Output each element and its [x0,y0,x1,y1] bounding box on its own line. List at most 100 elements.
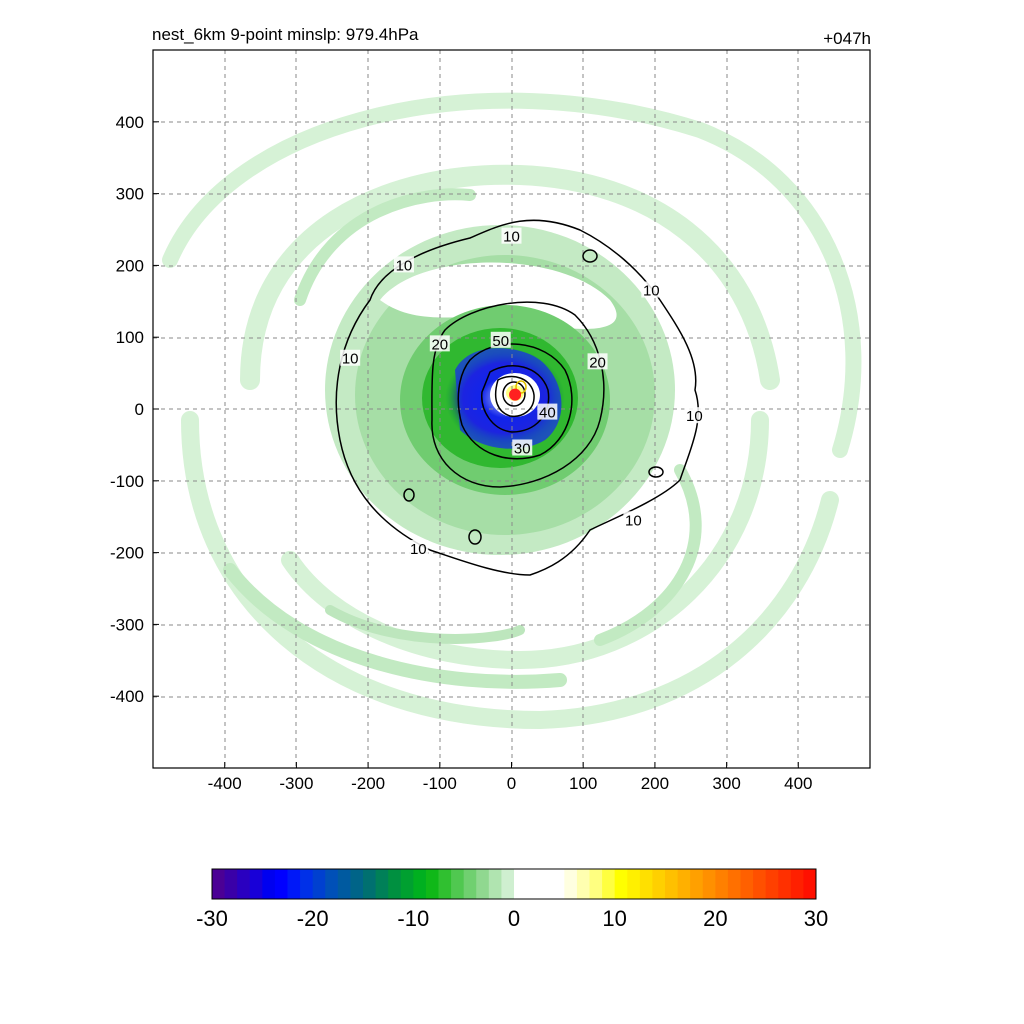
colorbar-cell [602,869,616,899]
band-south-inner [325,605,525,644]
contour-lines [335,219,699,576]
colorbar-cell [564,869,578,899]
x-tick-label: -300 [279,774,313,793]
colorbar-tick-label: -10 [397,906,429,931]
y-tick-label: 200 [116,256,144,275]
contour-label: 20 [431,336,448,353]
colorbar-cell [274,869,288,899]
colorbar-cell [262,869,276,899]
colorbar-cell [337,869,351,899]
colorbar-tick-label: -30 [196,906,228,931]
x-axis: -400 -300 -200 -100 0 100 200 300 400 [208,762,812,793]
y-tick-label: 300 [116,185,144,204]
colorbar-cell [526,869,540,899]
colorbar-cell [589,869,603,899]
x-tick-label: -400 [208,774,242,793]
x-tick-label: 400 [784,774,812,793]
contour-label-bg [501,227,522,244]
colorbar-cell [702,869,716,899]
contour-label: 20 [589,354,606,371]
outer-band-southwest [223,563,567,689]
contour-label-bg [429,335,450,352]
colorbar-cell [539,869,553,899]
outer-band-south [181,411,839,730]
colorbar-cell [438,869,452,899]
colorbar-cell [463,869,477,899]
colorbar-cell [350,869,364,899]
contour-label-bg [623,511,644,528]
contour-label-bg [340,349,361,366]
colorbar-cell [476,869,490,899]
y-axis: 400 300 200 100 0 -100 -200 -300 -400 [110,113,159,706]
contour-label-bg [684,407,705,424]
colorbar-cell [740,869,754,899]
colorbar-frame [211,868,817,900]
colorbar-cell [237,869,251,899]
colorbar-tick-label: 20 [703,906,727,931]
contour-label-bg [641,281,662,298]
x-tick-label: 300 [712,774,740,793]
outer-band-north [162,92,862,458]
colorbar-tick-label: 0 [508,906,520,931]
colorbar-cell [388,869,402,899]
colorbar-cell [325,869,339,899]
x-tick-label: 100 [569,774,597,793]
colorbar-cell [715,869,729,899]
x-tick-label: -100 [423,774,457,793]
colorbar-cell [363,869,377,899]
mid-band-north [240,164,780,390]
colorbar-cell [627,869,641,899]
y-tick-label: 400 [116,113,144,132]
colorbar-cell [576,869,590,899]
colorbar-cell [690,869,704,899]
contour-label: 50 [492,333,509,350]
contour-10 [335,219,699,576]
colorbar-cell [778,869,792,899]
colorbar-cell [790,869,804,899]
colorbar-cell [514,869,528,899]
colorbar-tick-label: 30 [804,906,828,931]
colorbar-cell [312,869,326,899]
x-tick-label: 0 [507,774,516,793]
contour-label-bg [512,439,533,456]
chart-title: nest_6km 9-point minslp: 979.4hPa [152,25,419,44]
colorbar-cell [488,869,502,899]
contour-50 [494,375,535,418]
contour-label-bg [393,256,414,273]
colorbar-tick-label: 10 [602,906,626,931]
colorbar-ticks: -30 -20 -10 0 10 20 30 [196,906,828,931]
y-tick-label: 100 [116,328,144,347]
contour-label: 10 [643,283,660,300]
colorbar-cell [501,869,515,899]
y-tick-label: -400 [110,687,144,706]
contour-label: 40 [539,405,556,422]
forecast-hour-label: +047h [823,29,871,48]
x-tick-label: 200 [641,774,669,793]
contour-60 [502,381,526,407]
colorbar-cell [375,869,389,899]
contour-label: 10 [410,541,427,558]
contour-label-bg [537,403,558,420]
contour-label: 10 [686,408,703,425]
colorbar-cell [287,869,301,899]
colorbar-cell [400,869,414,899]
contour-label: 10 [396,257,413,274]
colorbar-cell [753,869,767,899]
colorbar-cell [614,869,628,899]
colorbar-cell [727,869,741,899]
contour-closed-small [468,529,482,545]
colorbar-cell [677,869,691,899]
band-southeast [594,464,702,646]
plot-area: 10 10 10 10 10 10 10 20 20 30 40 50 [152,49,871,769]
colorbar-cell [639,869,653,899]
colorbar-cell [425,869,439,899]
contour-closed-small [648,466,664,478]
colorbar-cell [451,869,465,899]
y-tick-label: 0 [135,400,144,419]
contour-20 [431,301,605,488]
colorbar-cell [765,869,779,899]
colorbar: -30 -20 -10 0 10 20 30 [196,868,828,931]
colorbar-cell [803,869,817,899]
colorbar-cell [224,869,238,899]
y-tick-label: -100 [110,472,144,491]
